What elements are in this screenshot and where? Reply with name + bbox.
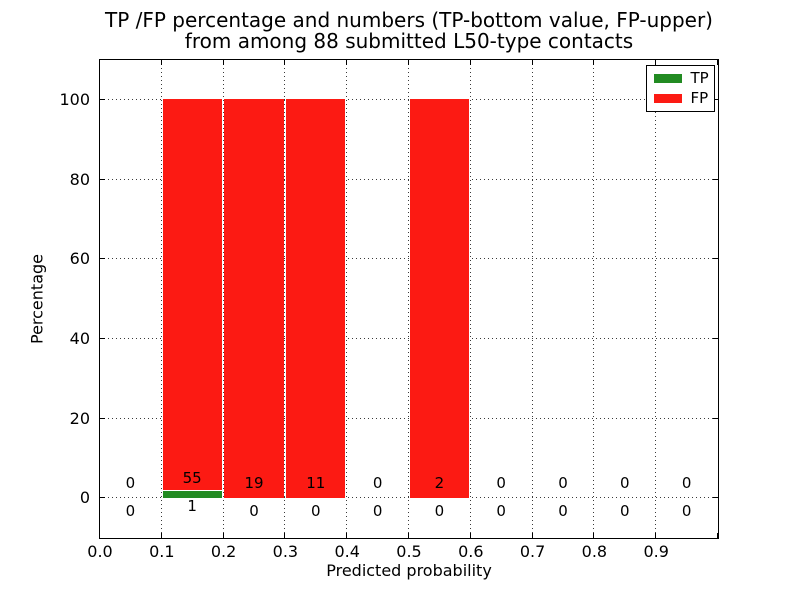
gridline-vertical <box>531 59 533 538</box>
x-tick-label: 0.0 <box>87 542 113 561</box>
x-axis-tick-bottom <box>284 532 286 538</box>
y-axis-tick-left <box>99 178 105 180</box>
fp-count-label: 11 <box>306 473 326 492</box>
legend-swatch-tp <box>653 73 682 83</box>
tp-count-label: 0 <box>249 501 259 520</box>
gridline-vertical <box>346 59 348 538</box>
y-axis-tick-right <box>712 497 718 499</box>
x-tick-label: 0.1 <box>149 542 175 561</box>
x-axis-tick-top <box>717 59 718 65</box>
x-tick-label: 0.4 <box>334 542 360 561</box>
x-tick-label: 0.5 <box>396 542 422 561</box>
legend: TP FP <box>645 64 715 112</box>
fp-count-label: 0 <box>681 473 692 492</box>
x-axis-tick-bottom <box>469 532 471 538</box>
y-tick-label: 0 <box>79 488 90 508</box>
gridline-vertical <box>284 59 286 538</box>
gridline-vertical <box>222 59 224 538</box>
tp-count-label: 0 <box>620 501 630 520</box>
tp-count-label: 0 <box>125 501 136 520</box>
y-axis-tick-left <box>99 497 105 499</box>
y-axis-tick-left <box>99 417 105 419</box>
x-tick-label: 0.6 <box>458 542 484 561</box>
x-axis-tick-top <box>222 59 224 65</box>
y-axis-tick-right <box>712 258 718 260</box>
bar-segment-fp <box>286 99 346 498</box>
fp-count-label: 0 <box>372 473 383 492</box>
x-tick-label: 0.2 <box>210 542 237 561</box>
y-tick-label: 80 <box>69 169 90 189</box>
x-tick-label: 0.3 <box>272 542 299 561</box>
x-axis-tick-bottom <box>655 532 657 538</box>
tp-count-label: 0 <box>681 501 692 520</box>
x-axis-tick-bottom <box>408 532 409 538</box>
legend-item-fp: FP <box>653 88 710 107</box>
x-axis-tick-top <box>469 59 471 65</box>
x-axis-tick-top <box>160 59 162 65</box>
y-axis-tick-left <box>99 258 105 260</box>
fp-count-label: 55 <box>182 468 202 487</box>
gridline-vertical <box>655 59 657 538</box>
legend-swatch-fp <box>653 93 682 103</box>
fp-count-label: 0 <box>496 473 506 492</box>
fp-count-label: 0 <box>558 473 568 492</box>
plot-area: TP FP 0 0 55 1 19 0 11 0 0 0 2 0 0 0 0 0 0 0 0 0 <box>98 58 719 539</box>
chart-title: TP /FP percentage and numbers (TP-bottom… <box>91 10 727 52</box>
legend-item-tp: TP <box>653 68 710 87</box>
x-tick-label: 0.8 <box>581 542 608 561</box>
x-axis-tick-bottom <box>717 532 718 538</box>
x-axis-tick-top <box>593 59 595 65</box>
x-axis-tick-top <box>346 59 348 65</box>
x-axis-tick-top <box>531 59 533 65</box>
y-tick-label: 40 <box>69 328 90 348</box>
x-axis-tick-bottom <box>99 532 100 538</box>
y-axis-tick-right <box>712 178 718 180</box>
y-axis-tick-right <box>712 98 718 100</box>
fp-count-label: 0 <box>125 473 136 492</box>
x-axis-tick-bottom <box>346 532 348 538</box>
x-axis-tick-top <box>284 59 286 65</box>
y-axis-tick-left <box>99 98 105 100</box>
y-tick-label: 60 <box>69 249 90 269</box>
tp-count-label: 0 <box>496 501 506 520</box>
x-tick-label: 0.9 <box>643 542 669 561</box>
gridline-vertical <box>469 59 471 538</box>
x-axis-tick-top <box>99 59 100 65</box>
bar-segment-fp <box>224 99 284 498</box>
bar-segment-fp <box>409 99 470 498</box>
fp-count-label: 2 <box>434 473 445 492</box>
tp-count-label: 0 <box>372 501 383 520</box>
fp-count-label: 19 <box>244 473 264 492</box>
x-tick-label: 0.7 <box>519 542 546 561</box>
gridline-vertical <box>593 59 595 538</box>
y-tick-label: 20 <box>69 408 90 428</box>
chart-title-line1: TP /FP percentage and numbers (TP-bottom… <box>105 8 713 32</box>
x-axis-tick-bottom <box>222 532 224 538</box>
y-axis-tick-left <box>99 337 105 339</box>
x-axis-tick-bottom <box>593 532 595 538</box>
legend-label-tp: TP <box>690 68 709 87</box>
tp-count-label: 0 <box>558 501 568 520</box>
x-axis-tick-top <box>655 59 657 65</box>
fp-count-label: 0 <box>620 473 630 492</box>
x-axis-tick-top <box>408 59 409 65</box>
gridline-vertical <box>160 59 162 538</box>
bar-segment-tp <box>162 490 222 498</box>
tp-count-label: 1 <box>187 496 197 515</box>
chart-title-line2: from among 88 submitted L50-type contact… <box>184 29 634 53</box>
y-axis-tick-right <box>712 337 718 339</box>
x-axis-tick-bottom <box>531 532 533 538</box>
tp-count-label: 0 <box>311 501 321 520</box>
x-axis-label: Predicted probability <box>326 561 492 580</box>
legend-label-fp: FP <box>690 88 709 107</box>
tp-count-label: 0 <box>434 501 445 520</box>
gridline-vertical <box>408 59 409 538</box>
x-axis-tick-bottom <box>160 532 162 538</box>
y-axis-tick-right <box>712 417 718 419</box>
y-tick-label: 100 <box>59 89 90 109</box>
bar-segment-fp <box>162 99 222 490</box>
